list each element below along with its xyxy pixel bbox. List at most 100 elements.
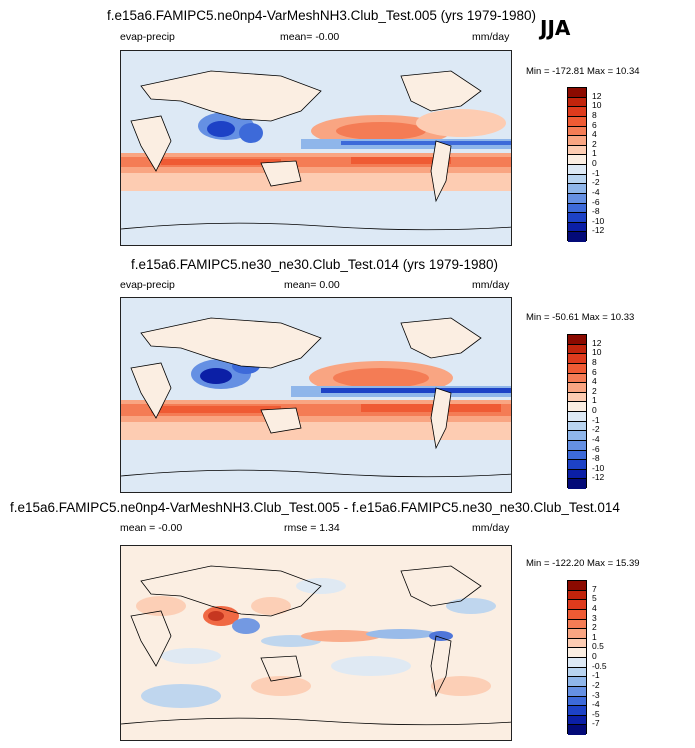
colorbar-swatch	[568, 145, 586, 156]
panel-3-map	[120, 545, 512, 741]
colorbar-swatch	[568, 402, 586, 412]
colorbar-tick-label: -1	[592, 414, 600, 425]
colorbar-tick-label: -6	[592, 443, 600, 454]
panel-2-mean-label: mean= 0.00	[284, 279, 340, 291]
colorbar-tick-label: 2	[592, 138, 597, 149]
colorbar-swatch	[568, 193, 586, 204]
colorbar-tick-label: -12	[592, 225, 605, 236]
colorbar-tick-label: 1	[592, 395, 597, 406]
colorbar-tick-label: 2	[592, 385, 597, 396]
panel-1-variable-label: evap-precip	[120, 31, 175, 43]
panel-1-mean-label: mean= -0.00	[280, 31, 340, 43]
panel-2-variable-label: evap-precip	[120, 279, 175, 291]
colorbar-tick-label: 10	[592, 347, 602, 358]
colorbar-swatch	[568, 107, 586, 117]
colorbar-swatch	[568, 706, 586, 716]
colorbar-swatch	[568, 184, 586, 194]
colorbar-swatch	[568, 392, 586, 403]
colorbar-swatch	[568, 590, 586, 601]
colorbar-tick-label: 0	[592, 158, 597, 168]
colorbar-tick-label: -8	[592, 206, 600, 217]
colorbar-swatch	[568, 88, 586, 98]
colorbar-tick-label: -1	[592, 670, 600, 681]
colorbar-tick-label: -1	[592, 167, 600, 178]
colorbar-swatch	[568, 155, 586, 165]
colorbar-tick-label: -12	[592, 472, 605, 483]
colorbar-swatch	[568, 232, 586, 242]
colorbar-tick-label: -2	[592, 177, 600, 188]
colorbar-tick-label: 4	[592, 602, 597, 613]
colorbar-tick-label: 2	[592, 622, 597, 633]
panel-2-map	[120, 297, 512, 493]
colorbar-tick-label: -10	[592, 462, 605, 473]
colorbar-swatch	[568, 658, 586, 668]
panel-1-title: f.e15a6.FAMIPC5.ne0np4-VarMeshNH3.Club_T…	[107, 8, 536, 23]
colorbar-tick-label: 7	[592, 583, 597, 594]
colorbar-tick-label: -7	[592, 718, 600, 729]
season-label: JJA	[540, 16, 571, 40]
colorbar-swatch	[568, 335, 586, 345]
colorbar-swatch	[568, 619, 586, 630]
colorbar-swatch	[568, 460, 586, 470]
colorbar-swatch	[568, 469, 586, 480]
colorbar-swatch	[568, 648, 586, 658]
colorbar-swatch	[568, 213, 586, 223]
panel-3-units-label: mm/day	[472, 522, 510, 534]
colorbar-swatch	[568, 136, 586, 146]
colorbar-tick-label: -5	[592, 708, 600, 719]
colorbar-swatch	[568, 203, 586, 214]
colorbar-swatch	[568, 431, 586, 441]
colorbar-tick-label: 1	[592, 148, 597, 159]
colorbar-tick-label: 0	[592, 405, 597, 415]
colorbar-tick-label: 8	[592, 356, 597, 367]
colorbar-swatch	[568, 440, 586, 451]
colorbar-tick-label: 8	[592, 109, 597, 120]
colorbar-swatch	[568, 715, 586, 726]
colorbar-swatch	[568, 174, 586, 185]
colorbar-tick-label: 3	[592, 612, 597, 623]
panel-3-minmax: Min = -122.20 Max = 15.39	[526, 558, 640, 569]
colorbar-swatch	[568, 667, 586, 678]
colorbar-swatch	[568, 344, 586, 355]
panel-1-minmax: Min = -172.81 Max = 10.34	[526, 66, 640, 77]
colorbar-swatch	[568, 383, 586, 393]
colorbar-tick-label: -3	[592, 689, 600, 700]
panel-3-mean-label: mean = -0.00	[120, 522, 183, 534]
colorbar-tick-label: -10	[592, 215, 605, 226]
colorbar-tick-label: -2	[592, 424, 600, 435]
colorbar-tick-label: -6	[592, 196, 600, 207]
colorbar-swatch	[568, 677, 586, 687]
colorbar-swatch	[568, 450, 586, 461]
colorbar-swatch	[568, 479, 586, 489]
panel-2-colorbar	[567, 334, 587, 489]
panel-3-rmse-label: rmse = 1.34	[284, 522, 340, 534]
colorbar-swatch	[568, 696, 586, 707]
colorbar-swatch	[568, 165, 586, 175]
colorbar-tick-label: 5	[592, 593, 597, 604]
colorbar-tick-label: -4	[592, 433, 600, 444]
colorbar-swatch	[568, 725, 586, 735]
colorbar-tick-label: 4	[592, 129, 597, 140]
panel-3-colorbar	[567, 580, 587, 735]
colorbar-swatch	[568, 97, 586, 108]
colorbar-swatch	[568, 629, 586, 639]
colorbar-swatch	[568, 116, 586, 127]
colorbar-swatch	[568, 363, 586, 374]
colorbar-swatch	[568, 421, 586, 432]
colorbar-swatch	[568, 581, 586, 591]
panel-1-map	[120, 50, 512, 246]
colorbar-tick-label: 0.5	[592, 641, 604, 652]
panel-2-units-label: mm/day	[472, 279, 510, 291]
colorbar-swatch	[568, 638, 586, 649]
colorbar-swatch	[568, 600, 586, 610]
colorbar-tick-label: -2	[592, 679, 600, 690]
colorbar-tick-label: 6	[592, 119, 597, 130]
panel-3-title: f.e15a6.FAMIPC5.ne0np4-VarMeshNH3.Club_T…	[10, 500, 620, 515]
colorbar-tick-label: 12	[592, 90, 602, 101]
colorbar-tick-label: 6	[592, 366, 597, 377]
panel-1-colorbar	[567, 87, 587, 242]
colorbar-swatch	[568, 373, 586, 384]
colorbar-swatch	[568, 126, 586, 137]
colorbar-tick-label: 10	[592, 100, 602, 111]
colorbar-tick-label: 0	[592, 651, 597, 661]
